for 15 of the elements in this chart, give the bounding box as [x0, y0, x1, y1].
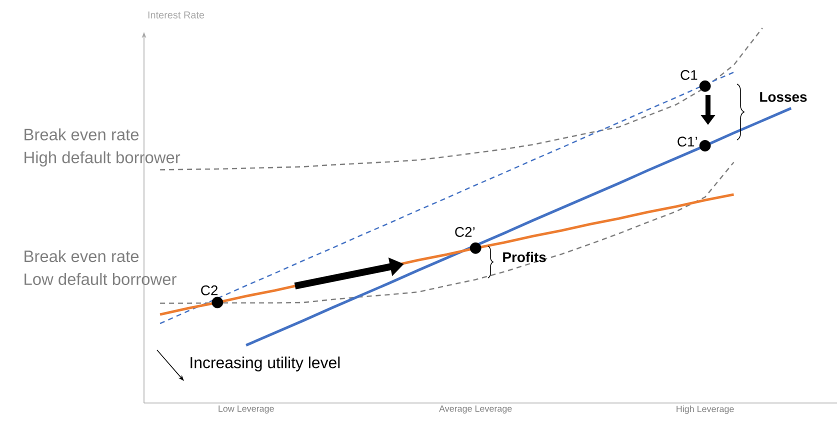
point	[212, 296, 224, 308]
point	[470, 242, 482, 254]
annotation: C2	[201, 285, 218, 296]
point	[699, 80, 711, 92]
annotation: C1	[680, 70, 698, 80]
x-tick-label: High Leverage	[676, 406, 734, 414]
annotation: Losses	[760, 92, 807, 102]
point	[699, 140, 711, 152]
annotation: Increasing utility level	[190, 356, 340, 372]
x-tick-label: Low Leverage	[218, 406, 274, 414]
x-tick-label: Average Leverage	[439, 406, 512, 414]
annotation: Profits	[503, 252, 546, 262]
annotation: C1’	[678, 136, 697, 147]
annotation: C2’	[455, 227, 475, 237]
y-axis-title: Interest Rate	[148, 12, 204, 18]
